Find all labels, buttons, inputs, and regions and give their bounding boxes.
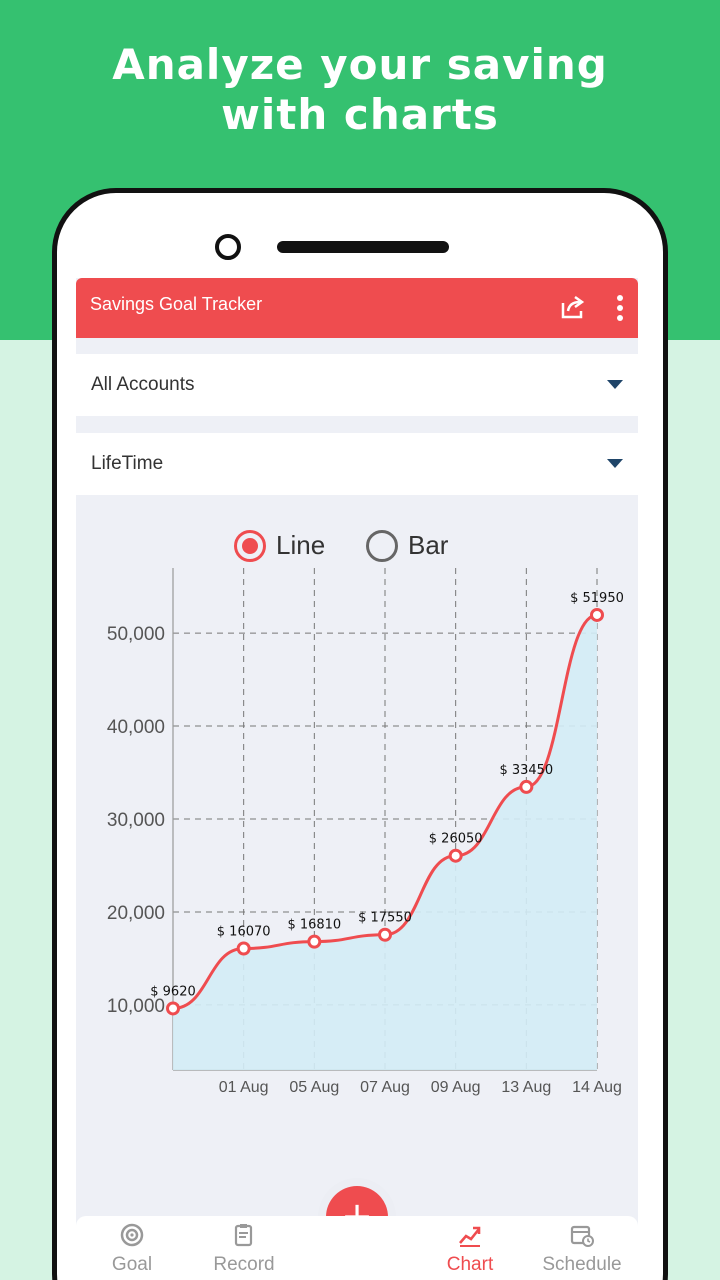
period-dropdown-value: LifeTime [91,453,164,474]
nav-item-chart[interactable]: Chart [414,1216,526,1280]
bottom-navigation: Goal Record Chart [76,1216,638,1280]
line-radio-label[interactable]: Line [276,530,326,560]
chevron-down-icon [607,459,623,468]
data-label: $ 26050 [429,832,483,847]
nav-label-schedule: Schedule [542,1254,622,1275]
chevron-down-icon [607,380,623,389]
x-tick-label: 01 Aug [219,1079,269,1096]
data-label: $ 33450 [499,763,553,778]
data-label: $ 51950 [570,591,624,606]
nav-item-record[interactable]: Record [188,1216,300,1280]
x-tick-label: 07 Aug [360,1079,410,1096]
nav-item-schedule[interactable]: Schedule [526,1216,638,1280]
data-point [590,607,604,622]
account-dropdown-value: All Accounts [91,374,195,395]
bar-radio-button[interactable] [366,530,398,562]
app-title: Savings Goal Tracker [90,294,263,314]
data-label: $ 16810 [287,918,341,933]
data-point [307,934,322,949]
y-tick-label: 20,000 [107,903,165,924]
clipboard-icon [234,1224,253,1247]
data-point [519,779,534,794]
y-tick-label: 50,000 [107,624,165,645]
line-radio-button[interactable] [234,530,266,562]
nav-label-goal: Goal [111,1254,153,1275]
x-tick-label: 09 Aug [431,1079,481,1096]
x-tick-label: 14 Aug [572,1079,622,1096]
data-point [448,848,463,863]
period-dropdown[interactable]: LifeTime [76,433,638,495]
bar-radio-label[interactable]: Bar [408,530,449,560]
camera-icon [215,234,241,260]
headline-line-1: Analyze your saving [112,40,608,89]
data-label: $ 17550 [358,911,412,926]
x-tick-label: 05 Aug [289,1079,339,1096]
nav-label-chart: Chart [446,1254,494,1275]
savings-line-chart: 10,000 20,000 30,000 40,000 50,000 $ 9620 $ 16… [107,568,624,1096]
app-screen: Savings Goal Tracker All Accounts LifeTi… [76,278,638,1280]
speaker-grille [277,241,449,253]
x-tick-label: 13 Aug [501,1079,551,1096]
share-icon[interactable] [560,294,586,320]
nav-item-goal[interactable]: Goal [76,1216,188,1280]
y-tick-label: 30,000 [107,810,165,831]
promo-headline: Analyze your saving with charts [0,40,720,140]
data-point [236,941,251,956]
headline-line-2: with charts [221,90,499,139]
nav-label-record: Record [213,1254,275,1275]
calendar-clock-icon [570,1225,594,1247]
target-icon [120,1223,144,1247]
app-bar: Savings Goal Tracker [76,278,638,338]
data-point [166,1001,180,1016]
data-label: $ 16070 [217,924,271,939]
data-point [378,927,392,942]
chart-type-selector: Line Bar [76,528,638,568]
y-tick-label: 10,000 [107,996,165,1017]
area-fill [173,614,597,1070]
chart-up-icon [459,1226,481,1247]
data-label: $ 9620 [150,984,196,999]
phone-frame: Savings Goal Tracker All Accounts LifeTi… [52,188,668,1280]
y-tick-label: 40,000 [107,717,165,738]
account-dropdown[interactable]: All Accounts [76,354,638,416]
more-vert-icon[interactable] [610,294,630,322]
